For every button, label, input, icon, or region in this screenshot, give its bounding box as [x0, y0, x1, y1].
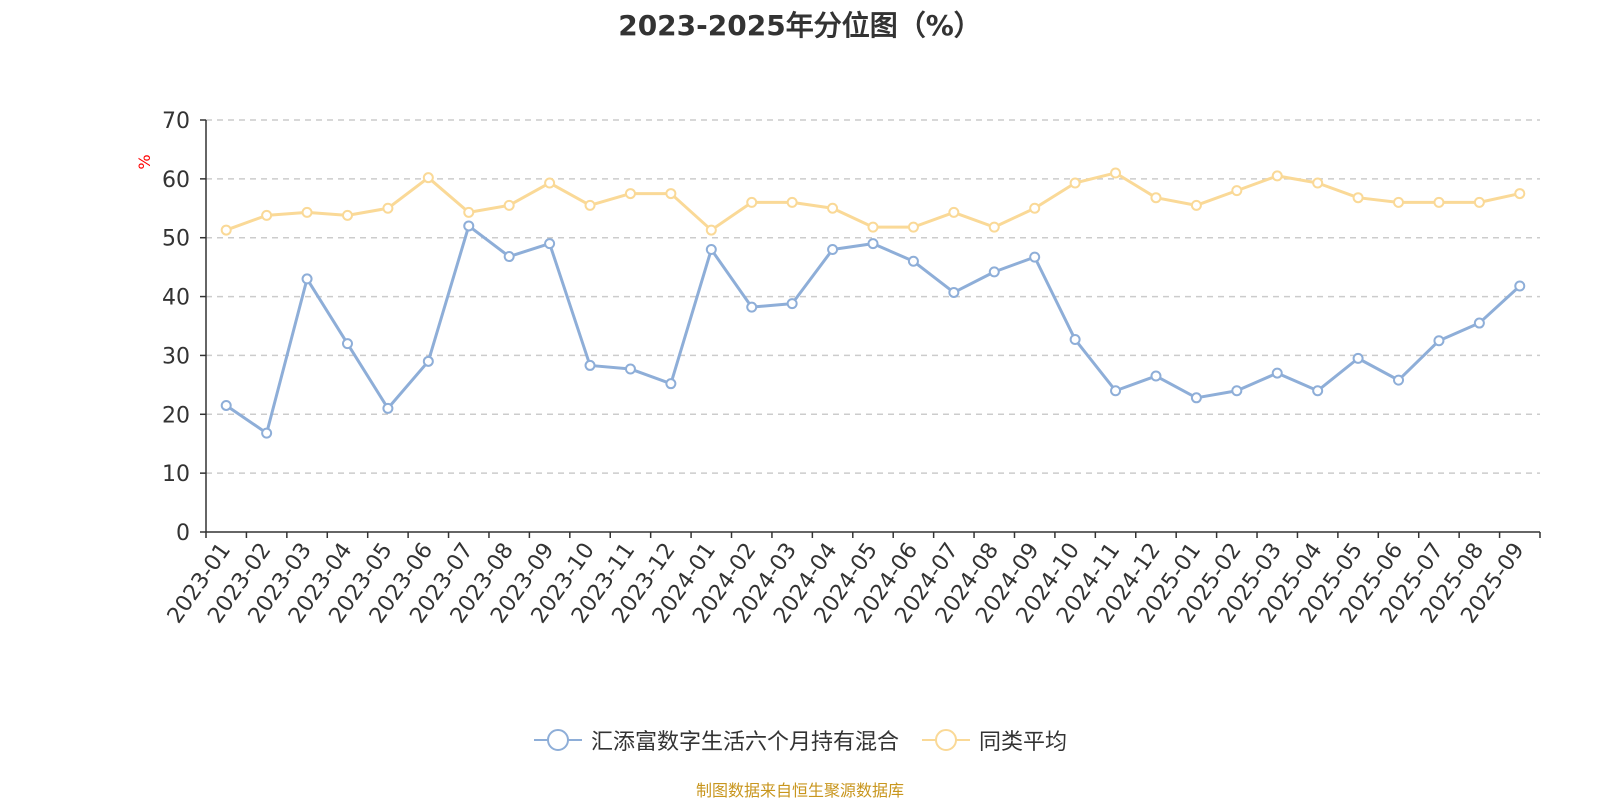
data-point	[1393, 374, 1405, 386]
data-point	[382, 402, 394, 414]
y-tick-label: 30	[162, 344, 190, 369]
data-point	[1514, 280, 1526, 292]
data-point	[988, 221, 1000, 233]
series-line	[225, 171, 1521, 232]
data-point	[1433, 196, 1445, 208]
source-note: 制图数据来自恒生聚源数据库	[695, 781, 904, 800]
y-axis-label: %	[135, 154, 154, 169]
y-tick-label: 20	[162, 403, 190, 428]
data-point	[948, 286, 960, 298]
data-point	[746, 301, 758, 313]
legend: 汇添富数字生活六个月持有混合 同类平均	[0, 724, 1600, 756]
data-point	[1110, 167, 1122, 179]
data-point	[382, 202, 394, 214]
data-point	[463, 206, 475, 218]
data-point	[1150, 192, 1162, 204]
data-point	[1029, 202, 1041, 214]
data-point	[1029, 251, 1041, 263]
data-point	[827, 243, 839, 255]
data-point	[301, 206, 313, 218]
series-layer	[220, 167, 1526, 439]
data-point	[988, 266, 1000, 278]
legend-circle	[546, 729, 569, 751]
data-point	[1393, 196, 1405, 208]
data-point	[220, 224, 232, 236]
legend-item[interactable]: 汇添富数字生活六个月持有混合	[533, 724, 899, 756]
data-point	[1190, 392, 1202, 404]
legend-label: 汇添富数字生活六个月持有混合	[590, 730, 899, 755]
data-point	[786, 196, 798, 208]
data-point	[665, 188, 677, 200]
legend-item[interactable]: 同类平均	[921, 724, 1067, 756]
data-point	[503, 199, 515, 211]
axes	[200, 119, 1541, 538]
y-tick-labels: 0 10 20 30 40 50 60 70	[162, 109, 190, 546]
grid-lines	[206, 119, 1540, 474]
data-point	[907, 255, 919, 267]
legend-label: 同类平均	[979, 730, 1068, 755]
series-line	[225, 224, 1521, 435]
data-point	[544, 238, 556, 250]
data-point	[705, 224, 717, 236]
data-point	[1271, 367, 1283, 379]
data-point	[584, 359, 596, 371]
data-point	[705, 243, 717, 255]
data-point	[907, 221, 919, 233]
data-point	[422, 355, 434, 367]
y-tick-label: 60	[162, 168, 190, 193]
x-tick-labels: 2023-012023-022023-032023-042023-052023-…	[163, 539, 1530, 629]
data-point	[261, 209, 273, 221]
data-point	[624, 188, 636, 200]
data-point	[624, 363, 636, 375]
data-point	[867, 221, 879, 233]
data-point	[1190, 199, 1202, 211]
data-point	[503, 251, 515, 263]
data-point	[1271, 170, 1283, 182]
line-chart: % 0 10 20 30 40 50 60 70 2023-012023-022023-032…	[135, 109, 1541, 629]
data-point	[544, 177, 556, 189]
data-point	[1514, 188, 1526, 200]
y-tick-label: 10	[162, 462, 190, 487]
data-point	[261, 427, 273, 439]
chart-title: 2023-2025年分位图（%）	[618, 9, 982, 42]
data-point	[827, 202, 839, 214]
data-point	[1473, 317, 1485, 329]
data-point	[867, 238, 879, 250]
data-point	[584, 199, 596, 211]
legend-marker-icon	[922, 729, 970, 751]
data-point	[1352, 192, 1364, 204]
data-point	[1231, 385, 1243, 397]
data-point	[422, 172, 434, 184]
y-tick-label: 70	[162, 109, 190, 134]
data-point	[948, 206, 960, 218]
series-2	[220, 167, 1526, 236]
data-point	[1352, 352, 1364, 364]
data-point	[301, 273, 313, 285]
series-1	[220, 220, 1526, 439]
data-point	[220, 399, 232, 411]
data-point	[1312, 385, 1324, 397]
data-point	[665, 378, 677, 390]
data-point	[463, 220, 475, 232]
data-point	[1312, 177, 1324, 189]
data-point	[341, 209, 353, 221]
data-point	[1069, 177, 1081, 189]
data-point	[1231, 185, 1243, 197]
y-tick-label: 50	[162, 227, 190, 252]
legend-circle	[935, 729, 957, 751]
data-point	[1069, 334, 1081, 346]
y-tick-label: 0	[176, 521, 190, 546]
data-point	[1110, 385, 1122, 397]
data-point	[1473, 196, 1485, 208]
data-point	[746, 196, 758, 208]
y-tick-label: 40	[162, 286, 190, 311]
data-point	[341, 338, 353, 350]
legend-marker-icon	[533, 729, 582, 751]
data-point	[1150, 370, 1162, 382]
data-point	[786, 298, 798, 310]
data-point	[1433, 335, 1445, 347]
